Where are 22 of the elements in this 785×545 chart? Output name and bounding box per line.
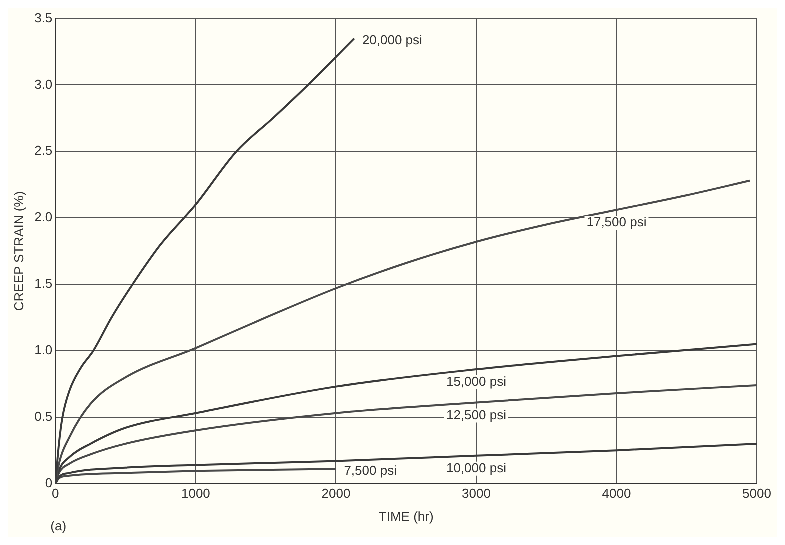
- series-label: 10,000 psi: [446, 460, 507, 476]
- x-tick-label: 5000: [742, 486, 772, 502]
- x-tick-label: 3000: [462, 486, 491, 502]
- y-tick-label: 3.5: [34, 10, 53, 26]
- x-tick-label: 2000: [322, 486, 351, 502]
- series-label: 17,500 psi: [586, 214, 647, 230]
- y-tick-label: 1.0: [34, 342, 53, 358]
- y-tick-label: 2.5: [34, 143, 53, 158]
- x-tick-label: 4000: [602, 486, 632, 502]
- series-label: 7,500 psi: [344, 462, 398, 478]
- y-tick-label: 3.0: [34, 76, 53, 92]
- y-axis-title: CREEP STRAIN (%): [11, 191, 26, 312]
- text: (a): [50, 518, 67, 534]
- y-tick-label: 0: [45, 475, 53, 490]
- series-label: 12,500 psi: [446, 407, 507, 422]
- y-tick-label: 1.5: [34, 276, 53, 292]
- series-label: 20,000 psi: [362, 32, 423, 48]
- x-axis-title: TIME (hr): [378, 508, 434, 524]
- y-tick-label: 2.0: [34, 210, 53, 225]
- y-tick-label: 0.5: [34, 408, 53, 424]
- series-label: 15,000 psi: [446, 374, 507, 390]
- x-tick-label: 1000: [181, 486, 210, 502]
